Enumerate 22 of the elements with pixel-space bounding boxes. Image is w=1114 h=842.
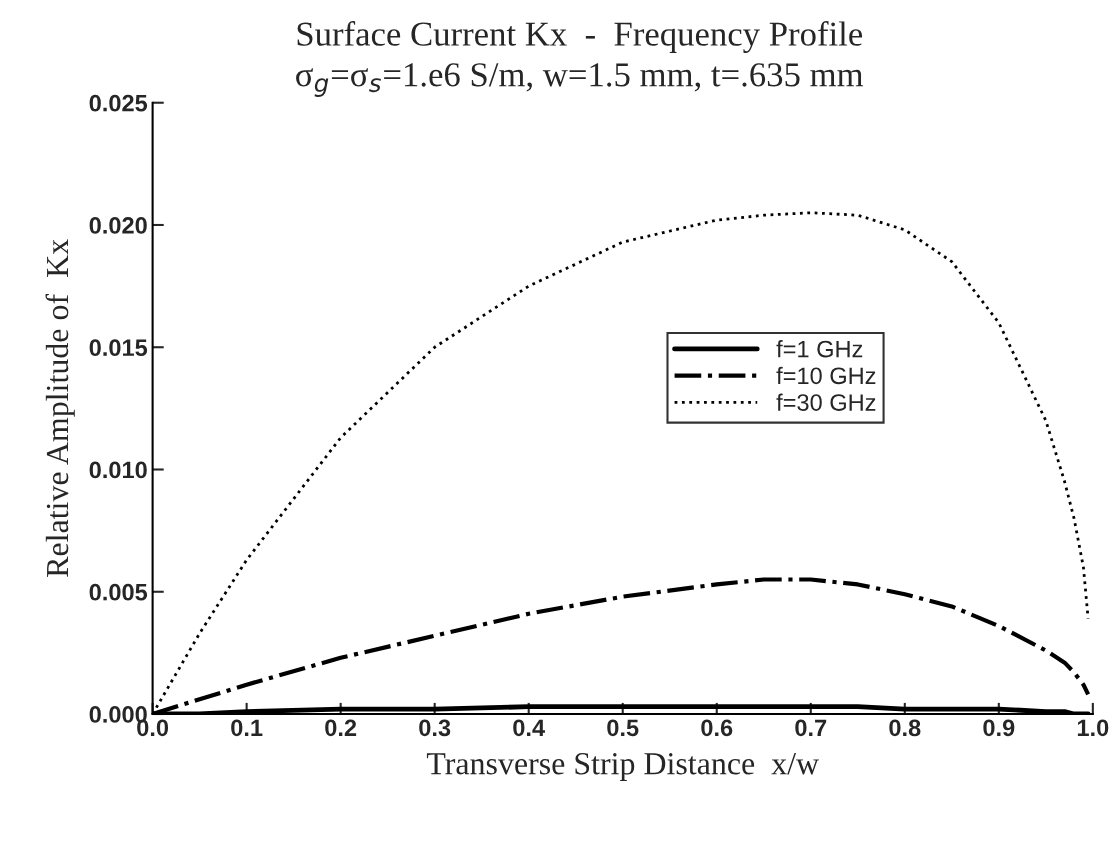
x-tick-label: 0.9 xyxy=(983,719,1015,737)
y-tick-label: 0.005 xyxy=(89,583,148,601)
legend-label: f=10 GHz xyxy=(776,366,876,385)
x-tick-label: 0.4 xyxy=(513,719,545,737)
legend-label: f=1 GHz xyxy=(776,340,863,358)
x-tick-label: 0.5 xyxy=(607,719,639,737)
chart-title: Surface Current Kx - Frequency Profile xyxy=(297,21,863,53)
x-tick-label: 0.1 xyxy=(231,719,263,737)
x-tick-label: 0.2 xyxy=(325,719,357,737)
y-axis-title: Relative Amplitude of Kx xyxy=(45,239,75,577)
y-tick-label: 0.020 xyxy=(89,217,147,234)
x-tick-label: 0.7 xyxy=(795,719,827,737)
chart-subtitle: σ$_{g}$=σ$_{s}$=1.e6 S/m, w=1.5 mm, t=.635 mm xyxy=(296,63,864,97)
x-tick-label: 0.8 xyxy=(889,719,921,737)
x-tick-label: 0.6 xyxy=(701,719,733,737)
x-tick-label: 1.0 xyxy=(1077,719,1109,737)
x-axis-title: Transverse Strip Distance x/w xyxy=(426,753,819,781)
x-tick-label: 0.3 xyxy=(419,719,451,737)
y-tick-label: 0.015 xyxy=(89,339,148,357)
legend-label: f=30 GHz xyxy=(776,393,876,411)
y-tick-label: 0.010 xyxy=(89,461,147,479)
y-tick-label: 0.025 xyxy=(89,94,148,112)
